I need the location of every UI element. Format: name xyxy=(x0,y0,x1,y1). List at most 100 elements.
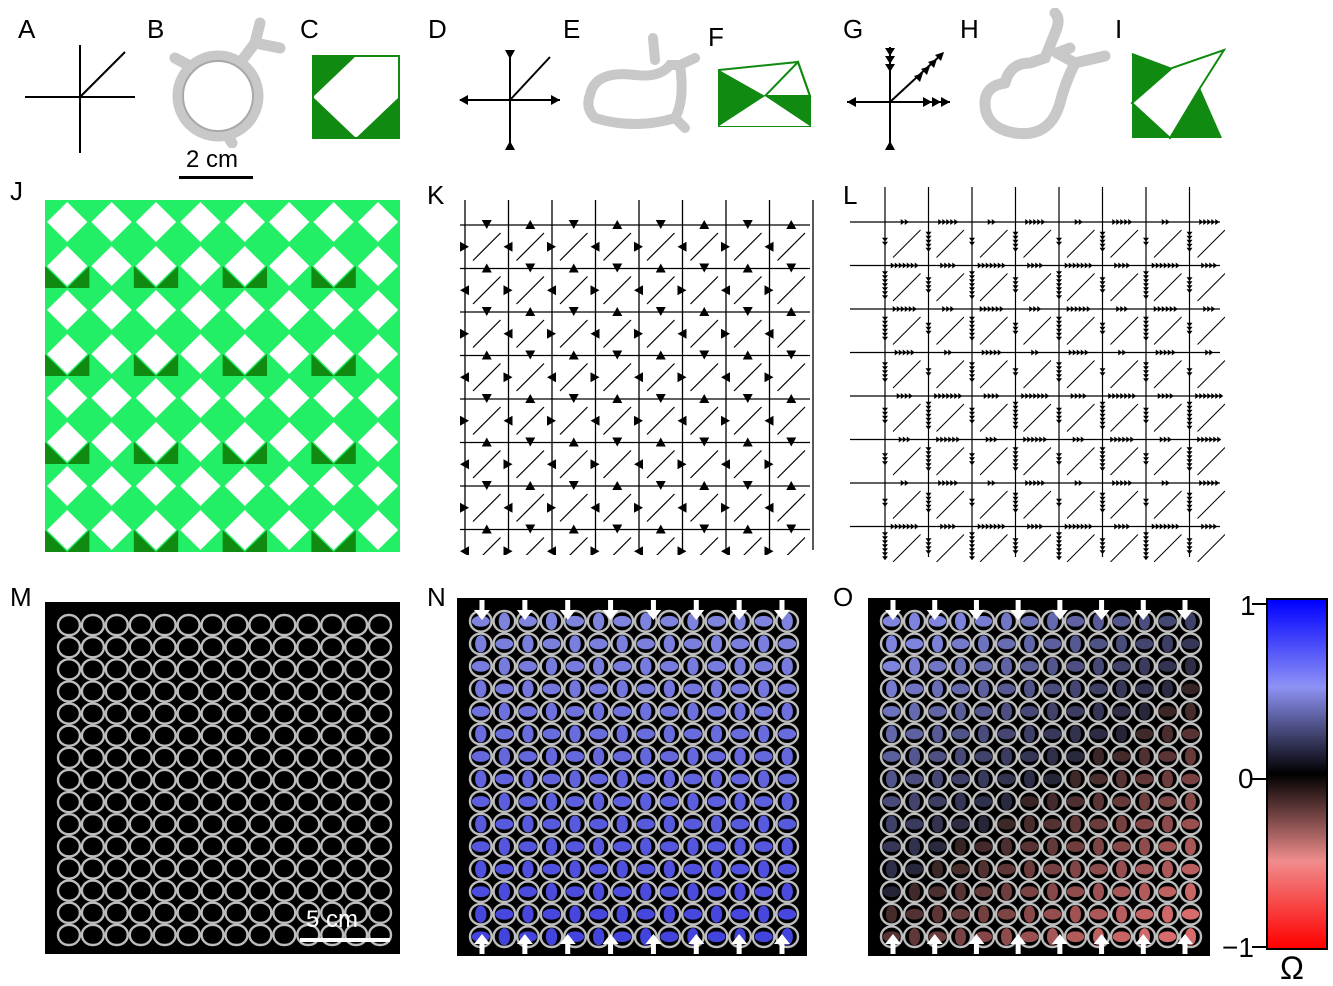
diagonal-arrow xyxy=(892,534,921,562)
lattice-ring xyxy=(468,767,493,791)
diagonal-arrow xyxy=(646,276,675,305)
omega-ellipse xyxy=(781,883,793,901)
omega-ellipse xyxy=(1089,773,1108,785)
omega-ellipse xyxy=(616,635,628,653)
lattice-ring xyxy=(563,790,588,813)
lattice-ring xyxy=(320,923,345,947)
lattice-ring xyxy=(367,658,393,681)
lattice-ring xyxy=(1086,790,1111,813)
lattice-ring xyxy=(1063,767,1088,791)
diagonal-arrow xyxy=(1197,534,1225,562)
arrow-stack xyxy=(1056,262,1093,300)
lattice-ring xyxy=(948,880,973,904)
lattice-ring xyxy=(1017,609,1042,633)
diagonal-arrow xyxy=(690,450,719,479)
lattice-ring xyxy=(879,902,904,926)
tiling-cell xyxy=(180,334,221,374)
lattice-ring xyxy=(272,746,297,770)
lattice-ring xyxy=(971,857,996,881)
arrow-stack xyxy=(882,349,915,383)
lattice-ring xyxy=(367,790,393,814)
omega-ellipse xyxy=(592,612,605,630)
omega-ellipse xyxy=(1043,818,1062,830)
lattice-ring xyxy=(296,680,321,703)
omega-ellipse xyxy=(569,815,581,833)
arrow-stack xyxy=(1012,262,1044,294)
panel-d-axes xyxy=(459,50,560,150)
omega-ellipse xyxy=(522,725,534,743)
lattice-ring xyxy=(994,812,1019,836)
diagonal-arrow xyxy=(1066,316,1095,345)
lattice-ring xyxy=(586,654,611,678)
omega-ellipse xyxy=(566,841,585,853)
lattice-ring xyxy=(971,835,996,859)
lattice-ring xyxy=(728,790,753,813)
lattice-ring xyxy=(704,744,729,768)
load-arrow xyxy=(968,934,985,954)
omega-ellipse xyxy=(589,818,608,830)
arrow-glyph xyxy=(547,220,579,252)
lattice-ring xyxy=(971,925,996,949)
lattice-ring xyxy=(728,699,753,723)
lattice-ring xyxy=(80,790,106,814)
lattice-ring xyxy=(1109,699,1134,723)
lattice-ring xyxy=(296,790,321,814)
omega-ellipse xyxy=(1066,751,1085,762)
lattice-ring xyxy=(948,632,973,656)
lattice-ring xyxy=(902,632,927,656)
tiling-cell xyxy=(357,422,399,462)
lattice-ring xyxy=(610,880,635,904)
lattice-ring xyxy=(200,790,225,814)
arrow-stack xyxy=(1056,349,1089,383)
omega-ellipse xyxy=(931,770,944,788)
lattice-ring xyxy=(80,680,106,703)
scalebar-bottom-label: 5 cm xyxy=(306,906,359,933)
lattice-ring xyxy=(1017,790,1042,813)
omega-ellipse xyxy=(566,886,585,898)
omega-ellipse xyxy=(707,931,726,943)
lattice-ring xyxy=(728,902,753,926)
omega-ellipse xyxy=(613,796,632,807)
lattice-ring xyxy=(925,744,950,768)
omega-ellipse xyxy=(954,747,967,766)
arrow-stack xyxy=(925,262,957,294)
lattice-ring xyxy=(56,923,82,947)
lattice-ring xyxy=(515,880,540,904)
arrow-glyph xyxy=(721,220,753,252)
omega-ellipse xyxy=(928,841,947,853)
arrow-stack xyxy=(1012,349,1040,377)
diagonal-arrow xyxy=(559,450,588,479)
colorbar-min-label: −1 xyxy=(1222,932,1254,963)
lattice-ring xyxy=(539,744,564,768)
lattice-ring xyxy=(704,902,729,926)
omega-ellipse xyxy=(1158,705,1177,717)
arrow-glyph xyxy=(590,524,623,555)
diagonal-arrow xyxy=(472,232,501,261)
lattice-ring xyxy=(56,835,82,858)
omega-ellipse xyxy=(1184,657,1197,675)
lattice-ring xyxy=(492,699,517,723)
lattice-ring xyxy=(586,880,611,904)
omega-ellipse xyxy=(734,792,746,811)
arrow-stack xyxy=(1186,349,1214,377)
arrow-stack xyxy=(882,480,909,507)
omega-ellipse xyxy=(977,815,990,833)
diagonal-arrow xyxy=(690,232,719,261)
lattice-ring xyxy=(775,632,800,656)
lattice-ring xyxy=(563,654,588,678)
lattice-ring xyxy=(1040,609,1065,633)
lattice-ring xyxy=(879,767,904,791)
tiling-cell xyxy=(91,290,132,330)
diagonal-arrow xyxy=(936,447,965,476)
omega-ellipse xyxy=(778,683,797,695)
lattice-ring xyxy=(610,857,635,881)
scalebar-top-label: 2 cm xyxy=(186,146,239,173)
lattice-ring xyxy=(610,654,635,678)
lattice-ring xyxy=(248,835,273,858)
arrow-glyph xyxy=(677,307,710,339)
lattice-ring xyxy=(248,923,273,947)
lattice-ring xyxy=(1063,699,1088,723)
lattice-ring xyxy=(200,724,225,747)
lattice-ring xyxy=(925,812,950,836)
lattice-ring xyxy=(272,768,297,792)
